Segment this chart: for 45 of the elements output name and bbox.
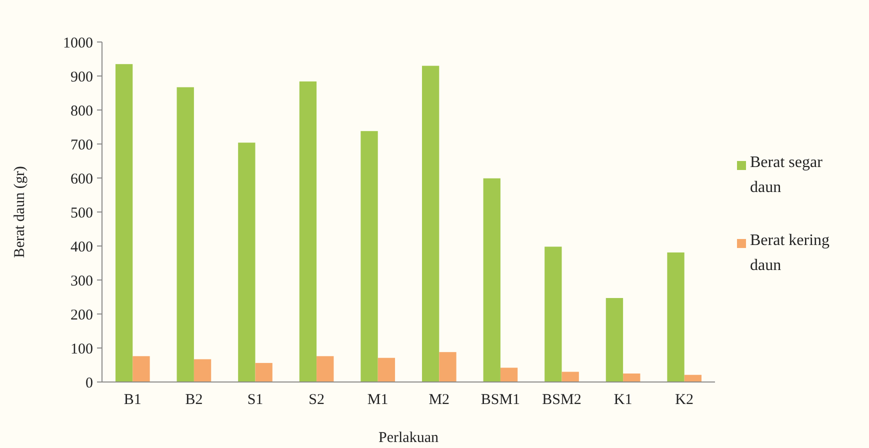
y-tick-label: 700 bbox=[70, 137, 93, 154]
bar bbox=[483, 178, 500, 382]
y-tick-label: 300 bbox=[70, 273, 93, 290]
y-axis-title: Berat daun (gr) bbox=[12, 166, 28, 258]
bar bbox=[667, 252, 684, 382]
bar bbox=[132, 356, 150, 382]
bar bbox=[255, 362, 272, 382]
y-tick-label: 900 bbox=[70, 69, 93, 86]
x-tick-label: B1 bbox=[124, 392, 142, 408]
x-tick-label: K1 bbox=[614, 392, 632, 408]
x-tick-label: S1 bbox=[247, 392, 264, 408]
bar bbox=[623, 374, 640, 382]
bar bbox=[606, 298, 624, 382]
y-tick-label: 500 bbox=[70, 205, 93, 222]
x-tick-label: M2 bbox=[428, 392, 450, 408]
x-tick-label: S2 bbox=[308, 392, 324, 408]
bar bbox=[422, 66, 440, 382]
y-tick-label: 200 bbox=[70, 307, 93, 324]
legend-label: Berat kering daun bbox=[750, 232, 830, 274]
y-tick-label: 0 bbox=[86, 375, 93, 392]
bar bbox=[176, 87, 194, 382]
bar bbox=[238, 142, 256, 382]
bar bbox=[500, 368, 518, 382]
bar bbox=[378, 358, 396, 382]
bar bbox=[316, 356, 334, 382]
legend-label: Berat segar daun bbox=[750, 154, 824, 196]
bar bbox=[562, 372, 579, 382]
x-tick-label: B2 bbox=[185, 392, 203, 408]
bar bbox=[544, 246, 562, 382]
bar bbox=[194, 359, 212, 382]
x-axis-title: Perlakuan bbox=[378, 430, 439, 446]
bar bbox=[115, 64, 133, 382]
y-tick-label: 400 bbox=[70, 239, 93, 256]
x-tick-label: M1 bbox=[367, 392, 388, 408]
x-tick-label: BSM1 bbox=[480, 392, 520, 408]
x-tick-label: K2 bbox=[675, 392, 694, 408]
y-tick-label: 600 bbox=[70, 171, 93, 188]
y-tick-label: 100 bbox=[70, 341, 93, 358]
x-tick-label: BSM2 bbox=[542, 392, 582, 408]
y-tick-label: 1000 bbox=[63, 35, 93, 52]
bar bbox=[684, 374, 702, 382]
bar bbox=[439, 352, 456, 382]
bar bbox=[299, 81, 317, 382]
bar bbox=[360, 131, 378, 382]
y-tick-label: 800 bbox=[70, 103, 93, 120]
